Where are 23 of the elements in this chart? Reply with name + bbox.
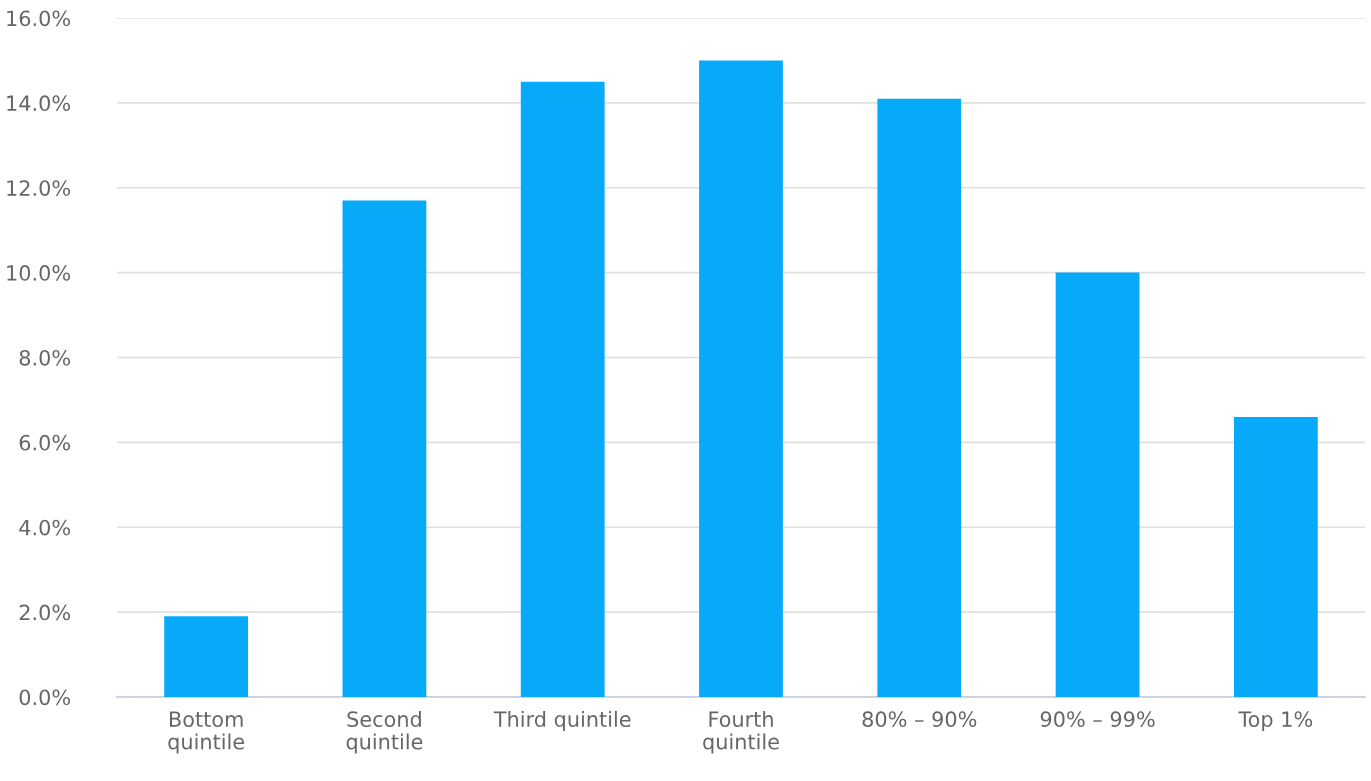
bar (1055, 272, 1140, 697)
y-tick-label: 4.0% (19, 519, 71, 536)
bar (877, 98, 962, 697)
y-tick-label: 0.0% (19, 689, 71, 706)
y-tick-label: 8.0% (19, 349, 71, 366)
y-tick-label: 2.0% (19, 604, 71, 621)
y-tick-label: 16.0% (7, 10, 71, 27)
x-tick-label: Top 1% (1238, 711, 1313, 732)
bar (164, 616, 249, 697)
x-tick-label: 80% – 90% (862, 711, 977, 728)
y-tick-label: 14.0% (7, 95, 71, 112)
bar (699, 60, 783, 697)
y-tick-label: 12.0% (7, 180, 71, 196)
x-tick-label: Bottom quintile (168, 711, 245, 754)
bar (1233, 416, 1318, 697)
x-tick-label: Third quintile (493, 710, 631, 732)
bar (520, 81, 605, 697)
x-tick-label: Fourth quintile (703, 710, 779, 754)
y-tick-label: 6.0% (19, 434, 71, 451)
x-tick-label: 90% – 99% (1040, 711, 1155, 728)
bar (342, 200, 427, 697)
y-tick-label: 10.0% (7, 265, 71, 281)
x-tick-label: Second quintile (346, 710, 423, 754)
